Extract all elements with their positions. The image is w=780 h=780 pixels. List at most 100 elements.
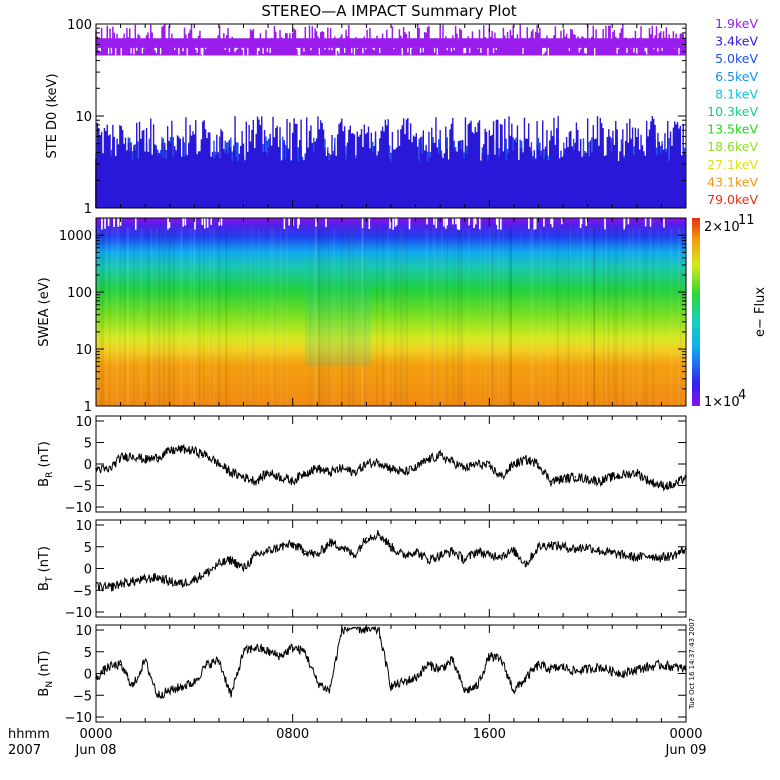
ste-ytick-label-2: 100	[67, 18, 92, 33]
swea-streak	[488, 228, 492, 406]
swea-streak	[431, 228, 434, 406]
swea-streak	[258, 228, 260, 406]
br-ytick-label-1: −5	[73, 480, 92, 495]
swea-streak	[657, 228, 659, 406]
br-ylabel: BR (nT)	[37, 441, 55, 487]
swea-notch	[297, 218, 299, 229]
swea-streak	[111, 228, 113, 406]
swea-streak	[613, 228, 616, 406]
swea-notch	[627, 218, 630, 225]
swea-streak	[314, 228, 317, 406]
swea-notch	[663, 218, 665, 228]
swea-notch	[426, 218, 428, 225]
bt-point	[365, 537, 368, 539]
swea-streak	[638, 228, 641, 406]
swea-notch	[580, 218, 583, 225]
swea-streak	[615, 228, 618, 406]
swea-notch	[604, 218, 606, 230]
swea-streak	[97, 228, 101, 406]
swea-streak	[124, 228, 126, 406]
swea-streak	[530, 228, 533, 406]
swea-streak	[247, 228, 248, 406]
swea-streak	[361, 228, 364, 406]
swea-streak	[280, 228, 282, 406]
swea-streak	[147, 228, 149, 406]
swea-streak	[155, 228, 158, 406]
swea-notch	[368, 218, 371, 229]
swea-streak	[520, 228, 522, 406]
swea-streak	[200, 228, 202, 406]
swea-streak	[590, 228, 592, 406]
swea-notch	[468, 218, 470, 226]
swea-streak	[180, 228, 183, 406]
swea-streak	[510, 228, 513, 406]
swea-streak	[628, 228, 629, 406]
swea-streak	[252, 228, 255, 406]
swea-streak	[375, 228, 378, 406]
xticks-panel-3	[95, 520, 687, 617]
xticks-panel-0	[95, 24, 687, 208]
swea-streak	[177, 228, 179, 406]
swea-streak	[401, 228, 402, 406]
swea-notch	[168, 218, 171, 228]
swea-notch	[495, 218, 498, 225]
swea-streak	[272, 228, 274, 406]
swea-streak	[529, 228, 530, 406]
bt-ytick-label-1: −5	[73, 584, 92, 599]
swea-notch	[298, 218, 300, 225]
x-tick-label-1: 0800	[276, 727, 309, 742]
swea-notch	[408, 218, 411, 230]
ste-legend-9: 43.1keV	[707, 174, 758, 189]
ste-legend-1: 3.4keV	[715, 34, 758, 49]
swea-notch	[551, 218, 554, 228]
ste-legend-0: 1.9keV	[715, 16, 758, 31]
swea-notch	[113, 218, 116, 225]
br-ytick-label-2: 0	[84, 458, 92, 473]
swea-streak	[460, 228, 464, 406]
x-left-label-bottom: 2007	[8, 743, 41, 758]
swea-streak	[567, 228, 571, 406]
br-point	[574, 476, 577, 478]
bn-ytick-label-2: 0	[84, 668, 92, 683]
swea-notch	[474, 218, 477, 225]
colorbar-max-exp: 11	[738, 213, 755, 228]
swea-notch	[206, 218, 209, 228]
swea-streak	[582, 228, 585, 406]
ste-legend-7: 18.6keV	[707, 139, 758, 154]
x-tick-label-2: 1600	[473, 727, 506, 742]
swea-streak	[394, 228, 397, 406]
swea-streak	[678, 228, 682, 406]
ste-series-3.4keV	[95, 116, 686, 208]
bt-point	[304, 550, 306, 552]
swea-streak	[557, 228, 559, 406]
bn-trace	[95, 625, 687, 700]
swea-streak	[286, 228, 288, 406]
bt-ylabel: BT (nT)	[37, 546, 55, 591]
swea-streak	[490, 228, 493, 406]
swea-streak	[622, 228, 624, 406]
swea-notch	[443, 218, 445, 227]
swea-notch	[455, 218, 457, 225]
swea-streak	[607, 228, 610, 406]
swea-streak	[510, 228, 512, 406]
swea-streak	[509, 228, 512, 406]
br-ytick-label-3: 5	[84, 437, 92, 452]
swea-streak	[198, 228, 201, 406]
swea-streak	[426, 228, 428, 406]
swea-streak	[568, 228, 571, 406]
swea-notch	[194, 218, 196, 230]
swea-streak	[603, 228, 605, 406]
swea-notch	[315, 218, 317, 227]
swea-streak	[593, 228, 595, 406]
br-ytick-label-4: 10	[75, 415, 92, 430]
swea-dip	[304, 257, 372, 367]
swea-notch	[433, 218, 435, 225]
swea-streak	[479, 228, 481, 406]
br-point	[439, 454, 441, 457]
swea-streak	[157, 228, 161, 406]
colorbar-min-exp: 4	[738, 388, 746, 403]
swea-streak	[593, 228, 596, 406]
ste-legend-2: 5.0keV	[715, 51, 758, 66]
swea-notch	[167, 218, 169, 230]
